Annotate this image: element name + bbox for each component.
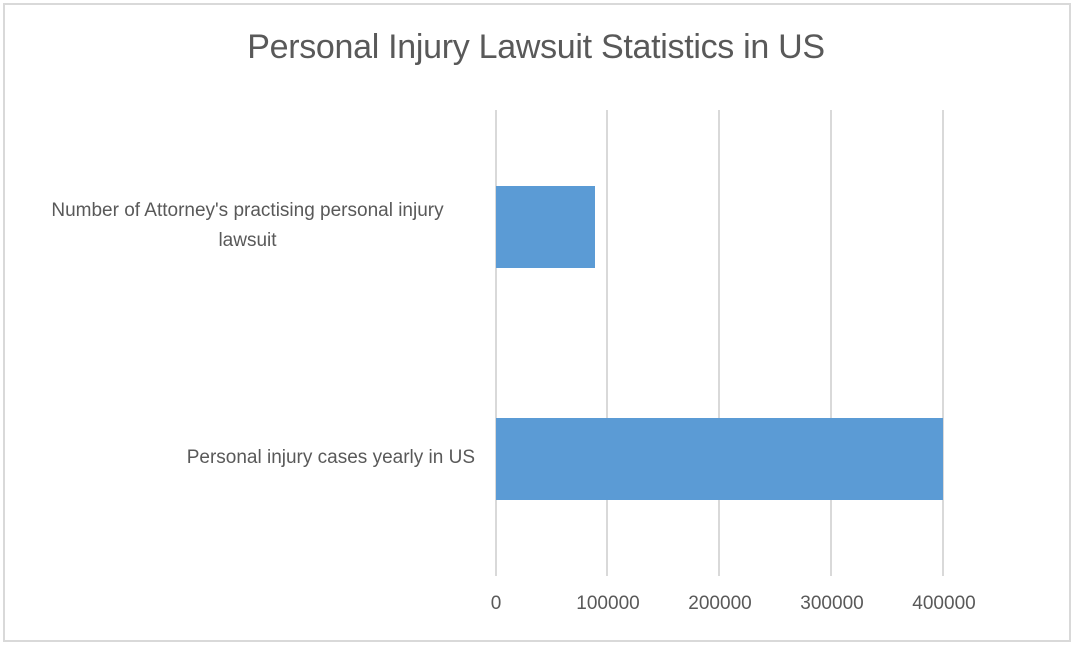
x-tick-0: 0 <box>490 593 502 614</box>
chart-frame <box>3 3 1071 642</box>
gridline-100000 <box>606 110 608 576</box>
chart-title: Personal Injury Lawsuit Statistics in US <box>247 28 825 66</box>
gridline-0 <box>495 110 497 576</box>
category-label-injury-cases: Personal injury cases yearly in US <box>186 447 475 468</box>
bar-injury-cases <box>496 418 943 500</box>
gridline-300000 <box>830 110 832 576</box>
x-tick-400000: 400000 <box>912 593 976 614</box>
gridline-400000 <box>942 110 944 576</box>
x-tick-300000: 300000 <box>800 593 864 614</box>
x-tick-200000: 200000 <box>688 593 752 614</box>
gridline-200000 <box>718 110 720 576</box>
category-label-attorneys: Number of Attorney's practising personal… <box>51 200 444 251</box>
bar-attorneys <box>496 186 595 268</box>
x-tick-100000: 100000 <box>576 593 640 614</box>
